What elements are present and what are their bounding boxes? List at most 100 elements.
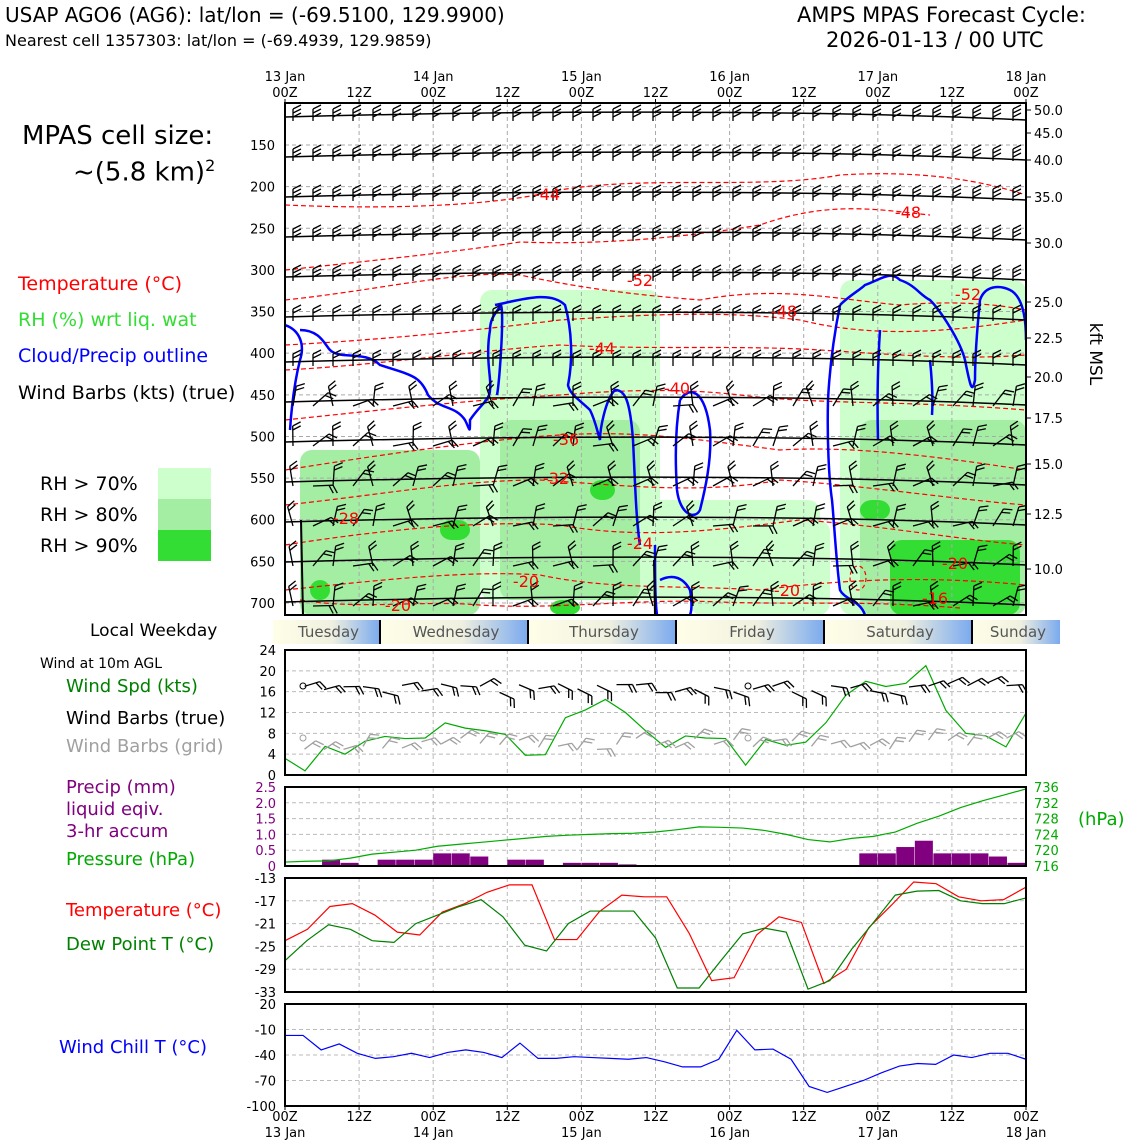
barb-flag (612, 228, 622, 234)
wind-barb (312, 484, 338, 494)
barb-flag (1016, 467, 1026, 472)
barb-flag (812, 353, 822, 359)
barb-staff (931, 545, 934, 567)
barb-flag (712, 148, 722, 154)
barb-flag (1006, 597, 1015, 604)
barb-flag (1015, 387, 1025, 391)
barb-flag (729, 690, 733, 700)
barb-flag (607, 479, 615, 487)
wind-barb (852, 104, 862, 121)
barb-flag (432, 349, 442, 355)
barb-flag (368, 464, 376, 472)
barb-staff (927, 728, 938, 741)
temperature-panel: -13-17-21-25-29-33 (255, 872, 1027, 1001)
barb-flag (312, 742, 321, 748)
wind-barb (732, 104, 742, 121)
wind-barb (592, 264, 602, 281)
wind-barb (492, 541, 503, 567)
barb-flag (292, 112, 302, 118)
legend-rh80: RH > 80% (40, 504, 138, 526)
barb-flag (332, 224, 342, 230)
barb-flag (393, 694, 397, 704)
barb-flag (977, 679, 986, 686)
surface-barb (300, 519, 304, 615)
barb-flag (672, 232, 682, 238)
wind-barb (632, 550, 656, 567)
wind-barb (518, 734, 540, 744)
rh-area (310, 580, 330, 600)
barb-flag (592, 268, 602, 274)
barb-flag (332, 264, 342, 270)
barb-flag (643, 732, 653, 738)
barb-flag (777, 428, 787, 432)
wind-barb (852, 224, 862, 241)
barb-flag (591, 696, 593, 705)
barb-flag (772, 192, 782, 198)
wind-barb (772, 304, 782, 321)
wind-barb (592, 104, 602, 121)
barb-flag (992, 104, 1002, 110)
barb-flag (412, 224, 422, 230)
barb-flag (992, 224, 1002, 230)
barb-flag (334, 582, 344, 587)
wind-barb (852, 423, 867, 447)
wind-barb (352, 264, 362, 281)
barb-flag (412, 104, 422, 110)
barb-flag (632, 264, 642, 270)
wind-barb (352, 144, 362, 161)
barb-flag (332, 228, 342, 234)
barb-flag (312, 353, 322, 359)
wind-barb (972, 349, 982, 366)
barb-flag (412, 268, 422, 274)
barb-flag (972, 184, 982, 190)
barb-flag (1012, 268, 1022, 274)
barb-flag (1012, 308, 1022, 314)
barb-staff (518, 734, 533, 741)
barb-flag (820, 734, 830, 738)
barb-flag (532, 349, 542, 355)
barb-flag (930, 580, 939, 587)
barb-flag (1012, 349, 1022, 355)
barb-staff (538, 685, 555, 690)
barb-flag (512, 304, 522, 310)
wind-barb (1012, 264, 1022, 281)
barb-flag (725, 689, 729, 699)
wind-barb (928, 680, 951, 689)
barb-flag (976, 463, 986, 467)
wind-barb (472, 104, 482, 121)
wind-barb (872, 104, 882, 121)
date-tick-label: 16 Jan (709, 1126, 750, 1140)
precip-bar (1007, 862, 1026, 866)
barb-flag (352, 192, 362, 198)
time-tick-label: 12Z (643, 1110, 669, 1125)
barb-flag (552, 304, 562, 310)
barb-flag (532, 268, 542, 274)
barb-flag (652, 148, 662, 154)
barb-flag (512, 192, 522, 198)
barb-flag (392, 308, 402, 314)
barb-flag (813, 585, 822, 591)
barb-flag (612, 541, 622, 547)
barb-flag (973, 581, 983, 587)
barb-flag (535, 466, 544, 471)
barb-line (285, 191, 1026, 201)
barb-flag (872, 188, 882, 194)
wind-barb (408, 380, 418, 407)
barb-flag (655, 387, 665, 391)
barb-flag (632, 108, 642, 114)
barb-flag (332, 112, 342, 118)
barb-flag (568, 524, 575, 534)
barb-staff (440, 683, 457, 689)
barb-flag (572, 152, 582, 158)
barb-flag (752, 192, 762, 198)
barb-flag (752, 224, 762, 230)
wind-barb (692, 304, 702, 321)
barb-flag (670, 692, 677, 701)
barb-staff (972, 585, 975, 607)
barb-flag (927, 464, 935, 472)
wind-barb (805, 380, 815, 407)
barb-flag (832, 192, 842, 198)
barb-flag (572, 144, 582, 150)
barb-flag (447, 440, 455, 449)
barb-flag (764, 589, 774, 592)
